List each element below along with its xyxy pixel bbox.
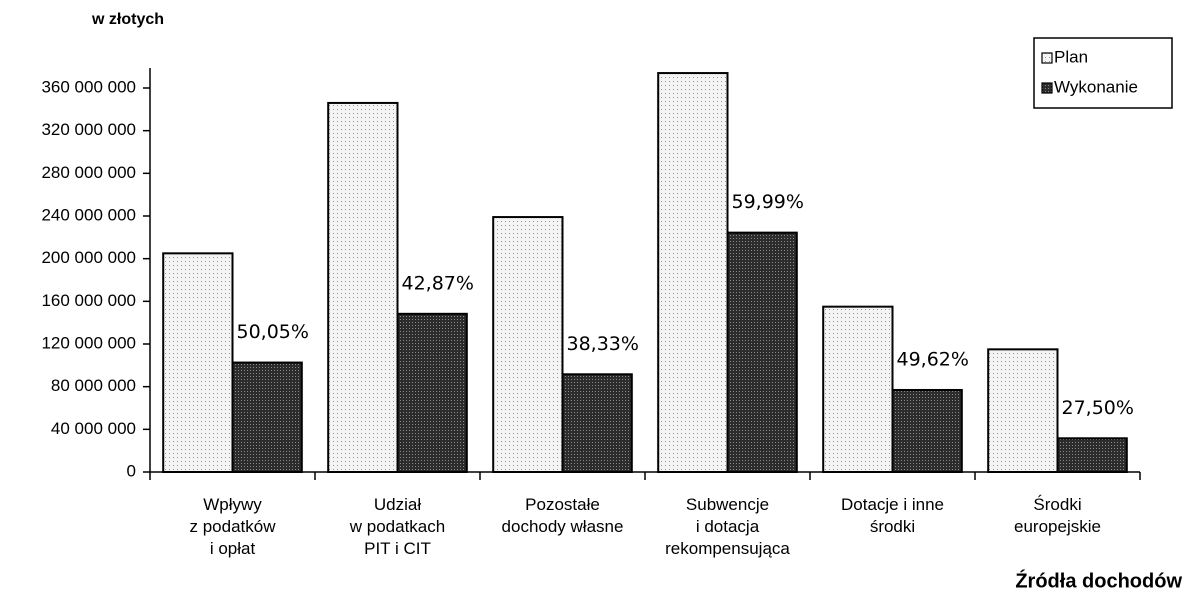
- bar: [891, 388, 963, 473]
- percent-label: 50,05%: [237, 321, 309, 343]
- bar: [561, 373, 633, 473]
- y-tick-label: 200 000 000: [41, 248, 136, 267]
- label-line: rekompensująca: [665, 539, 790, 558]
- x-tick-label: Środki europejskie: [1014, 495, 1101, 536]
- y-tick-label: 360 000 000: [41, 77, 136, 96]
- label-line: Subwencje: [686, 495, 769, 514]
- label-line: w podatkach: [349, 517, 445, 536]
- bar: [492, 216, 564, 473]
- y-tick-label: 80 000 000: [51, 376, 136, 395]
- y-tick-label: 160 000 000: [41, 291, 136, 310]
- bar: [822, 305, 894, 473]
- label-line: PIT i CIT: [364, 539, 431, 558]
- bar: [1056, 437, 1128, 473]
- label-line: dochody własne: [502, 517, 624, 536]
- label-line: europejskie: [1014, 517, 1101, 536]
- x-tick-label: Subwencje i dotacja rekompensująca: [665, 495, 790, 558]
- x-tick-label: Dotacje i inne środki: [841, 495, 944, 536]
- bar: [657, 72, 729, 473]
- y-tick-label: 120 000 000: [41, 333, 136, 352]
- percent-label: 38,33%: [567, 333, 639, 355]
- percent-label: 27,50%: [1062, 397, 1134, 419]
- label-line: Środki: [1033, 495, 1081, 514]
- label-line: z podatków: [190, 517, 277, 536]
- bar: [987, 348, 1059, 474]
- label-line: i opłat: [210, 539, 256, 558]
- label-line: Dotacje i inne: [841, 495, 944, 514]
- legend-swatch: [1041, 52, 1053, 64]
- percent-label: 49,62%: [897, 348, 969, 370]
- percent-label: 42,87%: [402, 272, 474, 294]
- legend-swatch: [1041, 82, 1053, 94]
- x-tick-label: Wpływy z podatków i opłat: [190, 495, 277, 558]
- legend-label: Plan: [1054, 47, 1088, 66]
- label-line: Udział: [374, 495, 421, 514]
- bar: [327, 101, 399, 474]
- percent-label: 59,99%: [732, 191, 804, 213]
- legend-label: Wykonanie: [1054, 77, 1138, 96]
- bar: [231, 361, 303, 473]
- label-line: środki: [870, 517, 915, 536]
- y-tick-label: 280 000 000: [41, 163, 136, 182]
- y-tick-label: 40 000 000: [51, 419, 136, 438]
- y-axis-title: w złotych: [91, 11, 164, 28]
- bar: [162, 252, 234, 473]
- bar: [396, 312, 468, 473]
- bar: [726, 231, 798, 473]
- y-tick-label: 0: [127, 461, 136, 480]
- legend: Plan Wykonanie: [1033, 37, 1173, 109]
- label-line: Pozostałe: [525, 495, 600, 514]
- y-tick-label: 240 000 000: [41, 205, 136, 224]
- legend-box: [1033, 37, 1173, 109]
- y-tick-label: 320 000 000: [41, 120, 136, 139]
- x-tick-label: Pozostałe dochody własne: [502, 495, 624, 536]
- x-axis-title: Źródła dochodów: [1015, 569, 1182, 592]
- label-line: Wpływy: [203, 495, 262, 514]
- x-tick-label: Udział w podatkach PIT i CIT: [349, 495, 445, 558]
- label-line: i dotacja: [696, 517, 760, 536]
